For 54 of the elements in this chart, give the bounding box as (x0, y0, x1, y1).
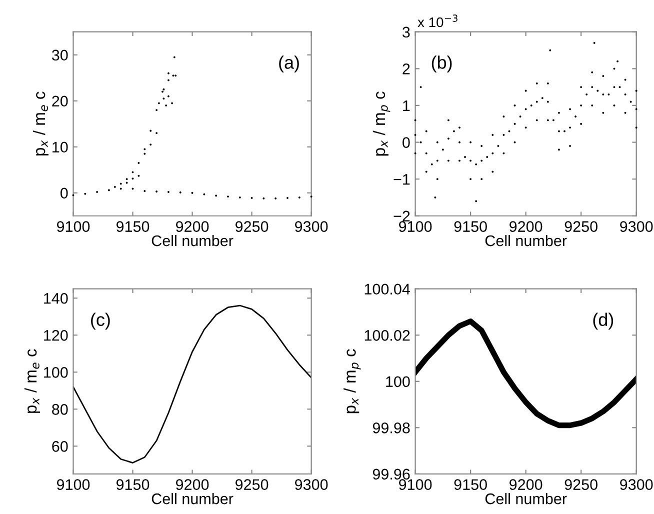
line-series (73, 304, 312, 464)
y-tick-label: 99.96 (372, 468, 410, 480)
x-tick-label: 9250 (236, 221, 268, 232)
x-tick-label: 9300 (620, 479, 653, 490)
x-tick-label: 9300 (295, 479, 328, 490)
x-tick-label: 9300 (620, 221, 653, 232)
y-tick-label: −1 (394, 174, 410, 185)
y-tick-label: −2 (394, 210, 410, 222)
x-tick-label: 9100 (56, 221, 90, 232)
x-tick-label: 9200 (176, 221, 209, 232)
x-tick-label: 9250 (564, 221, 598, 232)
x-axis-title: Cell number (152, 493, 234, 504)
y-tick-label: 0 (60, 188, 68, 199)
x-tick-label: 9300 (295, 221, 328, 232)
y-tick-label: 100.02 (364, 330, 410, 341)
annotation: (d) (593, 312, 614, 330)
x-tick-label: 9100 (399, 221, 432, 232)
x-tick-label: 9100 (56, 479, 90, 490)
annotation: (b) (432, 56, 452, 72)
y-axis-title: p$_{x}$ / m$_{e}$ c (24, 349, 40, 413)
x-tick-label: 9250 (564, 479, 598, 490)
y-tick-label: 80 (52, 404, 68, 415)
y-tick-label: 60 (52, 441, 68, 452)
annotation: (c) (91, 312, 110, 330)
y-axis-title: p$_{x}$ / m$_{e}$ c (32, 92, 48, 156)
x-tick-label: 9250 (236, 479, 268, 490)
x-tick-label: 9150 (454, 479, 487, 490)
y-tick-label: 20 (52, 96, 68, 107)
x-tick-label: 9150 (454, 221, 487, 232)
y-tick-label: 3 (402, 26, 410, 38)
y-tick-label: 10 (52, 142, 68, 153)
y-tick-label: 30 (52, 50, 68, 61)
y-tick-label: 100 (44, 367, 68, 378)
y-tick-label: 100 (386, 376, 410, 388)
y-tick-label: 99.98 (372, 422, 410, 434)
x-axis-title: Cell number (485, 493, 567, 504)
x-tick-label: 9100 (399, 479, 432, 490)
y-tick-label: 100.04 (364, 284, 410, 295)
x-tick-label: 9200 (176, 479, 209, 490)
y-tick-label: 1 (403, 100, 410, 112)
y-axis-title: p$_{x}$ / m$_{p}$ c (372, 92, 390, 156)
annotation: (a) (279, 56, 299, 72)
text: x 10$^{−3}$ (418, 14, 458, 28)
x-tick-label: 9200 (510, 221, 542, 232)
y-axis-title: p$_{x}$ / m$_{p}$ c (344, 349, 361, 414)
x-tick-label: 9150 (116, 221, 150, 232)
y-tick-label: 2 (402, 64, 410, 74)
x-tick-label: 9200 (510, 479, 542, 490)
x-axis-title: Cell number (152, 234, 234, 246)
x-axis-title: Cell number (485, 234, 567, 246)
y-tick-label: 140 (44, 292, 68, 304)
y-tick-label: 0 (402, 137, 410, 148)
x-tick-label: 9150 (116, 479, 150, 490)
y-tick-label: 120 (44, 330, 68, 341)
